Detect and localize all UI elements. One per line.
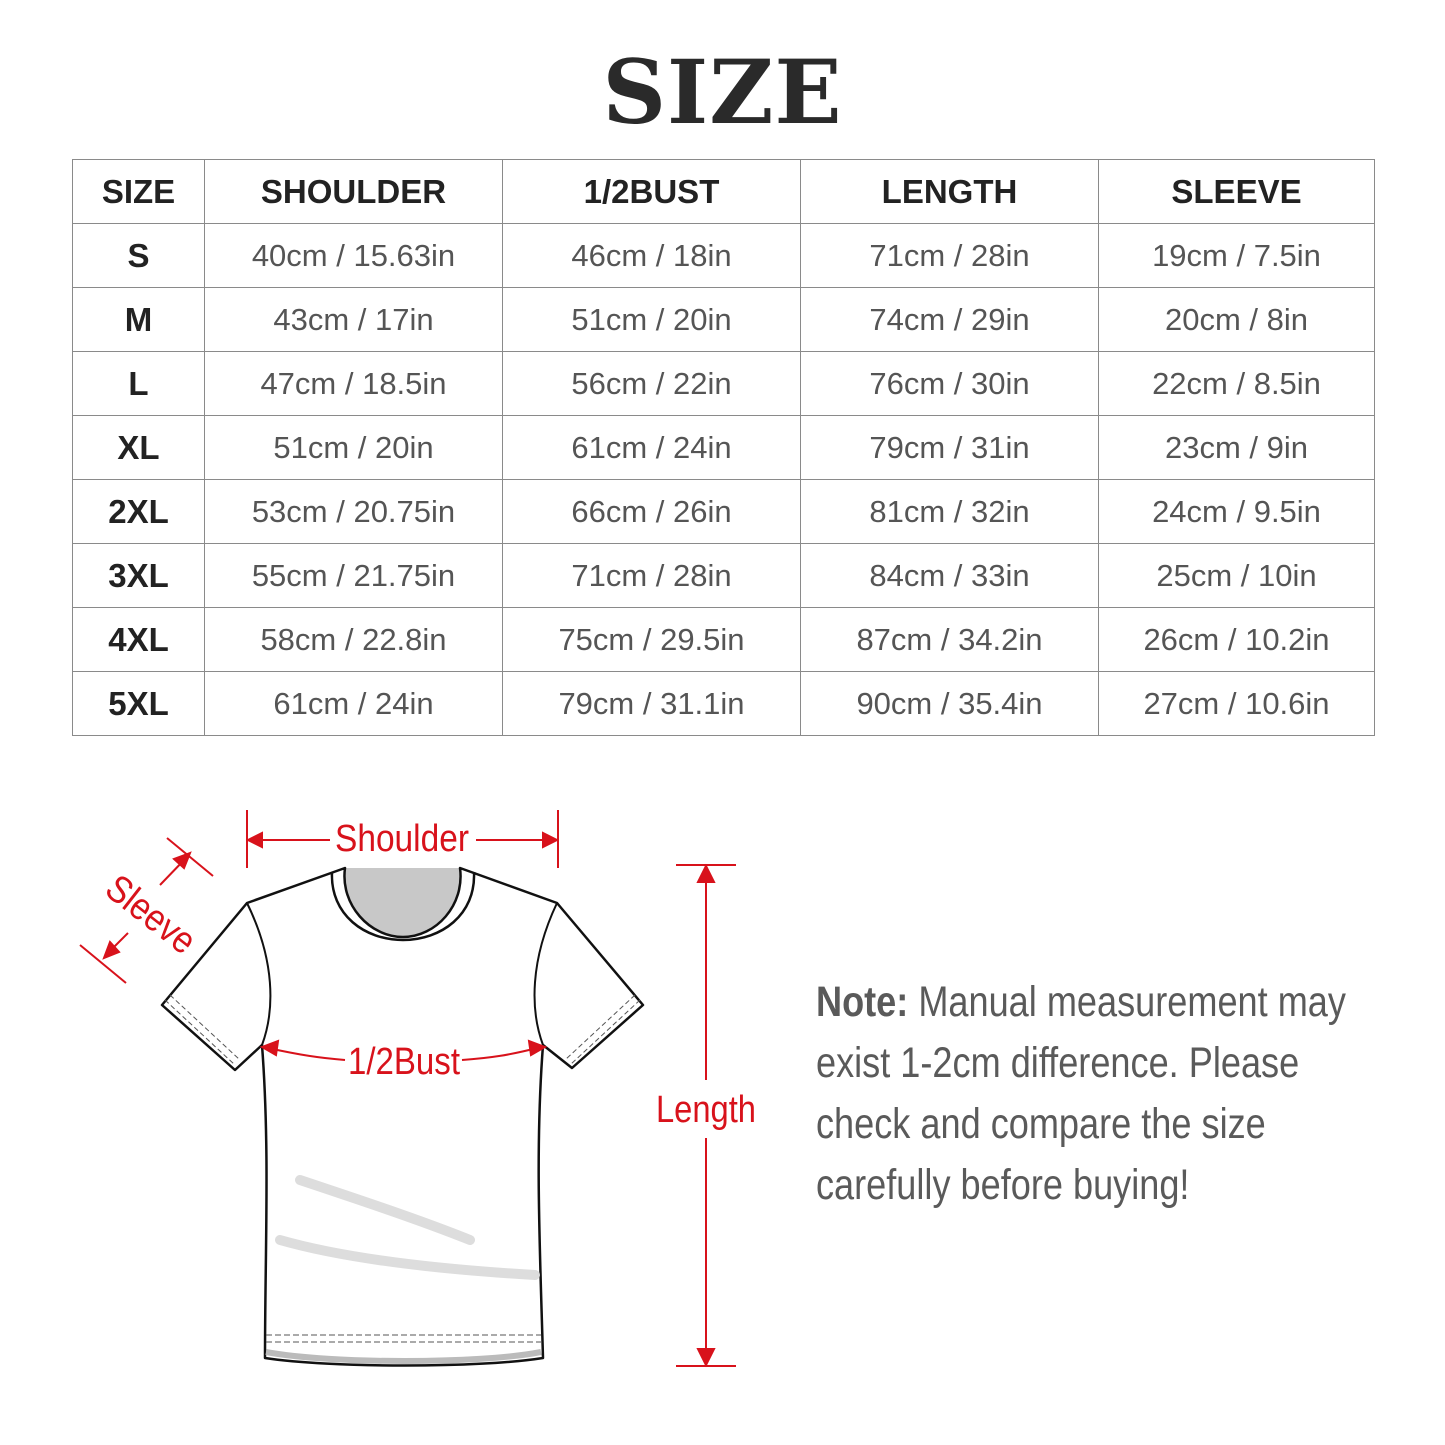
measure-cell: 27cm / 10.6in <box>1098 671 1375 736</box>
measure-cell: 26cm / 10.2in <box>1098 607 1375 672</box>
page-title: SIZE <box>602 40 843 144</box>
length-label: Length <box>656 1089 756 1131</box>
table-row: XL 51cm / 20in 61cm / 24in 79cm / 31in 23cm … <box>72 415 1375 480</box>
measure-cell: 40cm / 15.63in <box>204 223 503 288</box>
measure-cell: 22cm / 8.5in <box>1098 351 1375 416</box>
note-text: Note: Manual measurement may exist 1-2cm… <box>816 972 1354 1216</box>
measure-cell: 43cm / 17in <box>204 287 503 352</box>
header-size: SIZE <box>72 159 205 224</box>
measure-cell: 51cm / 20in <box>204 415 503 480</box>
table-row: M 43cm / 17in 51cm / 20in 74cm / 29in 20cm /… <box>72 287 1375 352</box>
size-cell: 4XL <box>72 607 205 672</box>
shoulder-label: Shoulder <box>335 818 469 860</box>
measure-cell: 20cm / 8in <box>1098 287 1375 352</box>
size-table: SIZE SHOULDER 1/2BUST LENGTH SLEEVE S 40c… <box>72 159 1375 736</box>
size-cell: M <box>72 287 205 352</box>
size-cell: 2XL <box>72 479 205 544</box>
measure-cell: 56cm / 22in <box>502 351 801 416</box>
size-cell: L <box>72 351 205 416</box>
measure-cell: 24cm / 9.5in <box>1098 479 1375 544</box>
table-row: L 47cm / 18.5in 56cm / 22in 76cm / 30in 22cm… <box>72 351 1375 416</box>
measure-cell: 25cm / 10in <box>1098 543 1375 608</box>
measure-cell: 58cm / 22.8in <box>204 607 503 672</box>
measure-cell: 76cm / 30in <box>800 351 1099 416</box>
measure-cell: 61cm / 24in <box>502 415 801 480</box>
measure-cell: 75cm / 29.5in <box>502 607 801 672</box>
bust-label: 1/2Bust <box>348 1041 460 1083</box>
measure-cell: 51cm / 20in <box>502 287 801 352</box>
size-cell: 3XL <box>72 543 205 608</box>
measure-cell: 90cm / 35.4in <box>800 671 1099 736</box>
header-bust: 1/2BUST <box>502 159 801 224</box>
measure-cell: 19cm / 7.5in <box>1098 223 1375 288</box>
measure-cell: 55cm / 21.75in <box>204 543 503 608</box>
measure-cell: 46cm / 18in <box>502 223 801 288</box>
measure-lines <box>79 810 736 1368</box>
table-row: 3XL 55cm / 21.75in 71cm / 28in 84cm / 33in 2… <box>72 543 1375 608</box>
measure-cell: 71cm / 28in <box>502 543 801 608</box>
measure-cell: 23cm / 9in <box>1098 415 1375 480</box>
table-header-row: SIZE SHOULDER 1/2BUST LENGTH SLEEVE <box>72 159 1375 224</box>
header-sleeve: SLEEVE <box>1098 159 1375 224</box>
measure-cell: 81cm / 32in <box>800 479 1099 544</box>
header-length: LENGTH <box>800 159 1099 224</box>
measure-cell: 61cm / 24in <box>204 671 503 736</box>
table-row: 5XL 61cm / 24in 79cm / 31.1in 90cm / 35.4in… <box>72 671 1375 736</box>
table-row: S 40cm / 15.63in 46cm / 18in 71cm / 28in 19c… <box>72 223 1375 288</box>
table-row: 2XL 53cm / 20.75in 66cm / 26in 81cm / 32in 2… <box>72 479 1375 544</box>
tshirt-icon <box>160 866 645 1367</box>
measure-cell: 79cm / 31in <box>800 415 1099 480</box>
measure-cell: 53cm / 20.75in <box>204 479 503 544</box>
size-cell: 5XL <box>72 671 205 736</box>
measure-cell: 79cm / 31.1in <box>502 671 801 736</box>
note-label: Note: <box>816 978 909 1026</box>
measure-cell: 84cm / 33in <box>800 543 1099 608</box>
measure-cell: 74cm / 29in <box>800 287 1099 352</box>
size-cell: S <box>72 223 205 288</box>
measure-cell: 66cm / 26in <box>502 479 801 544</box>
measure-cell: 47cm / 18.5in <box>204 351 503 416</box>
note-body: Manual measurement may exist 1-2cm diffe… <box>816 978 1346 1209</box>
